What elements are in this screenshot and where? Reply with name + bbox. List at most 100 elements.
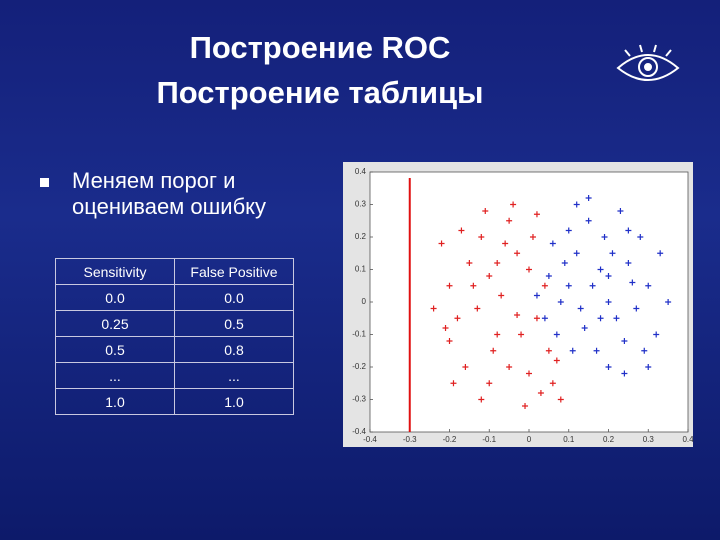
point [494, 331, 501, 338]
point [470, 282, 477, 289]
point [585, 195, 592, 201]
point [653, 331, 660, 338]
cell: 0.8 [174, 336, 294, 363]
y-tick-label: 0.4 [355, 167, 367, 176]
point [585, 217, 592, 224]
point [665, 299, 672, 305]
point [541, 315, 548, 322]
y-tick-label: 0.1 [355, 265, 367, 274]
point [526, 266, 532, 273]
slide-title: Построение ROC [189, 30, 451, 65]
cell: 0.0 [55, 284, 175, 311]
cell: 0.25 [55, 310, 175, 337]
point [657, 250, 664, 257]
x-tick-label: 0 [527, 435, 532, 444]
point [502, 240, 509, 247]
point [637, 234, 644, 240]
bullet-text: Меняем порог и оцениваем ошибку [72, 168, 267, 219]
point [621, 370, 628, 377]
point [514, 250, 521, 257]
x-tick-label: 0.3 [643, 435, 655, 444]
point [482, 208, 489, 214]
y-tick-label: 0.3 [355, 200, 367, 209]
point [645, 282, 652, 289]
y-tick-label: 0.2 [355, 232, 367, 241]
point [446, 282, 453, 289]
x-tick-label: -0.4 [363, 435, 377, 444]
cell: 1.0 [174, 388, 294, 415]
point [478, 396, 485, 403]
plot-area [369, 171, 689, 433]
point [597, 266, 604, 273]
point [490, 347, 497, 354]
logo [616, 44, 680, 81]
point [625, 260, 632, 266]
point [454, 315, 461, 322]
point [486, 273, 493, 279]
bullet-mark [40, 178, 49, 187]
point [506, 364, 513, 370]
table-header: Sensitivity [55, 258, 175, 285]
point [545, 347, 552, 354]
cell: 0.5 [174, 310, 294, 337]
point [621, 338, 628, 344]
point [529, 234, 536, 240]
y-tick-label: -0.2 [352, 362, 366, 371]
point [526, 370, 532, 377]
point [601, 234, 608, 240]
point [641, 347, 648, 354]
point [446, 338, 453, 344]
point [549, 380, 556, 387]
point [557, 396, 564, 403]
x-tick-label: 0.1 [563, 435, 575, 444]
x-tick-label: -0.3 [403, 435, 417, 444]
slide-title: Построение таблицы [156, 75, 484, 110]
point [609, 250, 616, 257]
point [537, 390, 544, 396]
y-tick-label: -0.1 [352, 330, 366, 339]
cell: 0.0 [174, 284, 294, 311]
x-tick-label: -0.2 [443, 435, 457, 444]
point [549, 240, 556, 247]
point [605, 273, 612, 279]
point [486, 380, 493, 387]
y-tick-label: -0.4 [352, 427, 366, 436]
point [565, 227, 572, 234]
point [589, 282, 596, 289]
point [514, 312, 521, 318]
point [533, 211, 540, 218]
point [522, 403, 529, 409]
point [462, 364, 469, 370]
point [506, 217, 513, 224]
point [458, 227, 465, 234]
point [633, 305, 640, 312]
point [553, 331, 560, 338]
point [498, 292, 505, 299]
table-header: False Positive [174, 258, 294, 285]
point [593, 347, 600, 354]
point [545, 273, 552, 279]
point [442, 325, 449, 331]
point [478, 234, 485, 240]
x-tick-label: 0.2 [603, 435, 615, 444]
point [629, 279, 636, 286]
point [466, 260, 473, 266]
point [573, 201, 580, 208]
y-tick-label: 0 [362, 297, 367, 306]
point [438, 240, 445, 247]
point [645, 364, 652, 370]
point [474, 305, 481, 312]
point [553, 357, 560, 364]
point [518, 331, 525, 338]
point [561, 260, 568, 266]
point [557, 299, 564, 305]
point [541, 282, 548, 289]
point [605, 299, 612, 305]
point [573, 250, 580, 257]
point [597, 315, 604, 322]
cell: ... [174, 362, 294, 389]
point [605, 364, 612, 370]
point [450, 380, 457, 387]
